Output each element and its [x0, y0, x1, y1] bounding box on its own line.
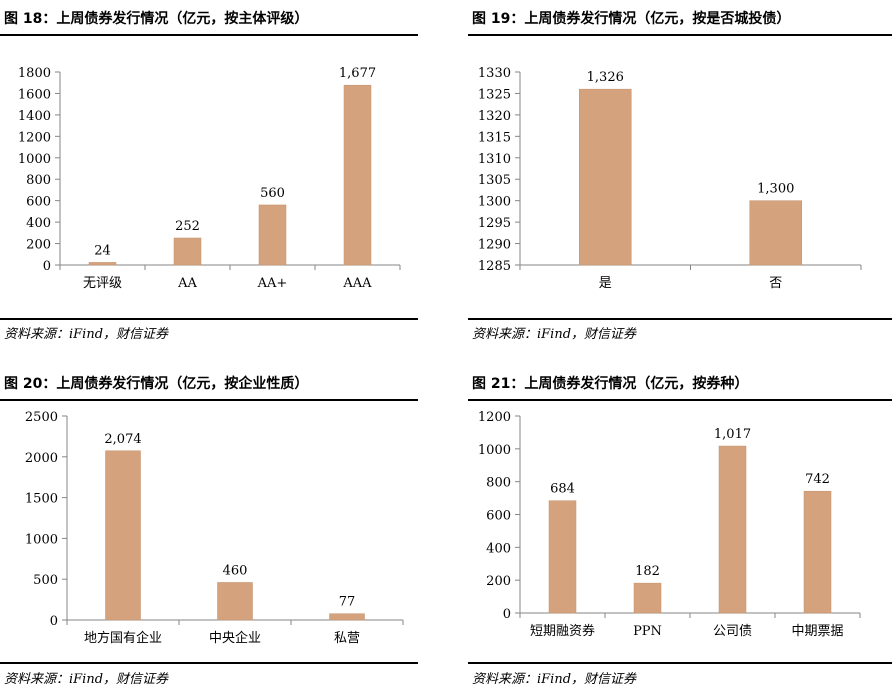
y-tick-label: 1000	[25, 532, 58, 547]
bar	[718, 445, 747, 614]
source-rule	[468, 662, 892, 664]
category-label: AAA	[342, 276, 372, 291]
y-tick-label: 0	[50, 614, 58, 629]
chart-title: 图 21：上周债券发行情况（亿元，按券种）	[472, 376, 749, 392]
y-tick-label: 1200	[478, 410, 511, 425]
bar	[548, 500, 577, 614]
y-tick-label: 200	[26, 238, 51, 253]
y-tick-label: 1310	[478, 152, 511, 167]
data-label: 684	[550, 482, 575, 497]
data-label: 252	[175, 219, 200, 234]
title-rule	[468, 34, 892, 36]
bar-chart: 0 200 400 600 800 1000 1200 1400 1600 1800 24 无评级 25…	[18, 66, 401, 291]
y-tick-label: 1500	[25, 492, 58, 507]
y-tick-label: 800	[486, 476, 511, 491]
chart-title: 图 19：上周债券发行情况（亿元，按是否城投债）	[472, 11, 791, 27]
y-tick-label: 1295	[478, 216, 511, 231]
chart-panel-19: 图 19：上周债券发行情况（亿元，按是否城投债） 1285 1290 1295 130…	[468, 0, 892, 348]
y-tick-label: 0	[503, 607, 511, 622]
source-rule	[0, 318, 418, 320]
y-tick-label: 1200	[18, 130, 51, 145]
y-tick-label: 1300	[478, 195, 511, 210]
category-label: PPN	[633, 624, 662, 639]
data-label: 460	[223, 563, 248, 578]
y-tick-label: 400	[486, 541, 511, 556]
bar	[579, 88, 632, 266]
category-label: 中央企业	[209, 630, 261, 646]
y-tick-label: 600	[26, 195, 51, 210]
y-tick-label: 1000	[18, 152, 51, 167]
category-label: AA+	[257, 276, 288, 291]
bar	[173, 237, 202, 266]
y-tick-label: 1290	[478, 238, 511, 253]
y-tick-label: 1000	[478, 443, 511, 458]
y-tick-label: 1330	[478, 66, 511, 81]
source-rule	[468, 318, 892, 320]
bar-chart: 1285 1290 1295 1300 1305 1310 1315 1320 1325 1330…	[478, 66, 862, 291]
data-label: 560	[260, 186, 285, 201]
data-label: 1,677	[339, 66, 376, 81]
source-note: 资料来源：iFind，财信证券	[472, 327, 637, 342]
category-label: 无评级	[83, 276, 122, 291]
category-label: 短期融资券	[530, 623, 595, 639]
data-label: 77	[339, 595, 356, 610]
bar	[88, 262, 117, 266]
y-tick-label: 1285	[478, 259, 511, 274]
bar-chart: 0 200 400 600 800 1000 1200 684 短期融资券 182 PPN 1,017…	[478, 410, 861, 639]
title-rule	[468, 399, 892, 401]
category-label: 公司债	[713, 624, 752, 639]
data-label: 742	[805, 472, 830, 487]
data-label: 24	[94, 243, 111, 258]
source-rule	[0, 662, 418, 664]
bar	[803, 490, 832, 614]
chart-title: 图 20：上周债券发行情况（亿元，按企业性质）	[4, 376, 309, 392]
data-label: 1,017	[714, 427, 751, 442]
bar	[749, 200, 802, 266]
category-label: 私营	[334, 631, 360, 646]
data-label: 2,074	[104, 432, 141, 447]
data-label: 1,326	[587, 70, 624, 85]
y-tick-label: 0	[43, 259, 51, 274]
bar	[105, 450, 141, 621]
source-note: 资料来源：iFind，财信证券	[4, 672, 169, 687]
y-tick-label: 200	[486, 574, 511, 589]
y-tick-label: 1320	[478, 109, 511, 124]
y-tick-label: 500	[33, 573, 58, 588]
data-label: 182	[635, 564, 660, 579]
source-note: 资料来源：iFind，财信证券	[4, 327, 169, 342]
y-tick-label: 1400	[18, 109, 51, 124]
category-label: 是	[599, 276, 612, 291]
bar	[258, 204, 287, 266]
bar	[217, 582, 253, 621]
y-tick-label: 400	[26, 216, 51, 231]
chart-panel-21: 图 21：上周债券发行情况（亿元，按券种） 0 200 400 600 800 1000 1…	[468, 370, 892, 695]
y-tick-label: 600	[486, 509, 511, 524]
title-rule	[0, 34, 418, 36]
y-tick-label: 1325	[478, 87, 511, 102]
category-label: 地方国有企业	[84, 630, 162, 646]
y-tick-label: 1315	[478, 130, 511, 145]
y-tick-label: 800	[26, 173, 51, 188]
y-tick-label: 2000	[25, 451, 58, 466]
bar	[343, 84, 372, 266]
bar-chart: 0 500 1000 1500 2000 2500 2,074 地方国有企业 460 中央企业 77…	[25, 410, 404, 646]
title-rule	[0, 399, 418, 401]
chart-panel-20: 图 20：上周债券发行情况（亿元，按企业性质） 0 500 1000 1500 2000…	[0, 370, 418, 695]
category-label: AA	[177, 276, 197, 291]
y-tick-label: 2500	[25, 410, 58, 425]
data-label: 1,300	[757, 182, 794, 197]
y-tick-label: 1305	[478, 173, 511, 188]
chart-panel-18: 图 18：上周债券发行情况（亿元，按主体评级） 0 200 400 600 800 100…	[0, 0, 418, 348]
y-tick-label: 1800	[18, 66, 51, 81]
bar	[633, 582, 662, 614]
category-label: 中期票据	[791, 624, 843, 639]
chart-title: 图 18：上周债券发行情况（亿元，按主体评级）	[4, 11, 309, 27]
category-label: 否	[769, 276, 782, 291]
y-tick-label: 1600	[18, 87, 51, 102]
bar	[329, 613, 365, 621]
source-note: 资料来源：iFind，财信证券	[472, 672, 637, 687]
